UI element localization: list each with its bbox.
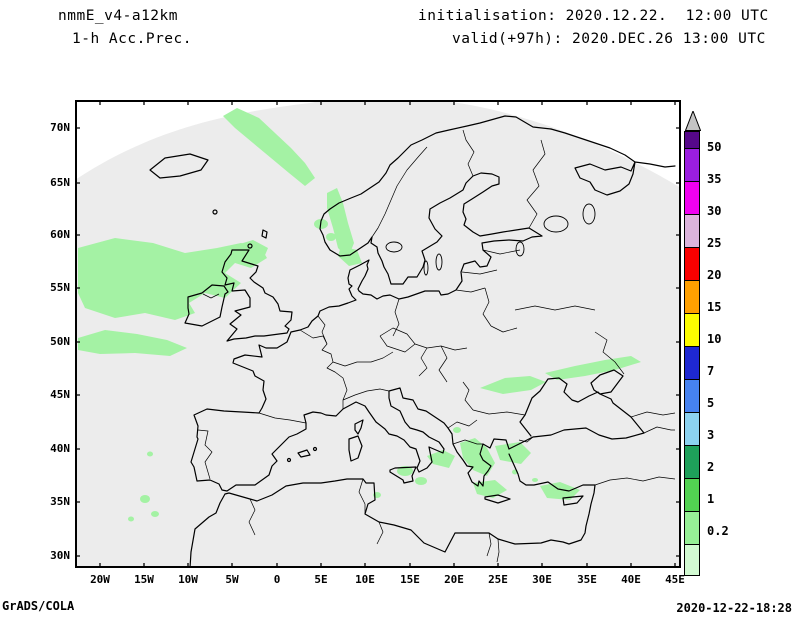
tick-marks [75, 100, 681, 568]
lon-tick-label: 35E [577, 573, 597, 586]
lat-tick-label: 50N [50, 335, 70, 348]
colorbar-label: 1 [707, 492, 715, 506]
lat-tick-label: 70N [50, 121, 70, 134]
map-plot [75, 100, 681, 568]
colorbar-segment [685, 346, 699, 379]
colorbar-label: 0.2 [707, 524, 729, 538]
lat-tick-label: 35N [50, 495, 70, 508]
colorbar-label: 30 [707, 204, 722, 218]
colorbar [684, 111, 702, 576]
lon-tick-label: 0 [273, 573, 281, 586]
lat-tick-label: 60N [50, 228, 70, 241]
lon-tick-label: 15E [400, 573, 420, 586]
country-borders [197, 129, 676, 563]
lon-tick-label: 20W [90, 573, 110, 586]
precip-shading [78, 108, 641, 522]
colorbar-label: 3 [707, 428, 715, 442]
colorbar-segment [685, 214, 699, 247]
lon-tick-label: 10E [355, 573, 375, 586]
colorbar-segment [685, 412, 699, 445]
colorbar-label: 35 [707, 172, 722, 186]
lon-tick-label: 10W [178, 573, 198, 586]
colorbar-label: 7 [707, 364, 715, 378]
lakes [385, 203, 596, 276]
colorbar-label: 10 [707, 332, 722, 346]
lat-tick-label: 65N [50, 176, 70, 189]
map-frame [75, 100, 681, 568]
lon-tick-label: 5W [225, 573, 239, 586]
lon-tick-label: 45E [665, 573, 685, 586]
coastlines [149, 115, 676, 568]
lat-tick-label: 45N [50, 388, 70, 401]
colorbar-segment [685, 511, 699, 544]
colorbar-label: 2 [707, 460, 715, 474]
lon-tick-label: 30E [532, 573, 552, 586]
init-time: initialisation: 2020.12.22. 12:00 UTC [418, 8, 769, 24]
product-name: 1-h Acc.Prec. [72, 31, 192, 47]
colorbar-label: 5 [707, 396, 715, 410]
colorbar-label: 25 [707, 236, 722, 250]
grads-credit: GrADS/COLA [2, 599, 75, 613]
colorbar-scale [684, 131, 700, 576]
colorbar-segment [685, 148, 699, 181]
colorbar-label: 20 [707, 268, 722, 282]
colorbar-segment [685, 478, 699, 511]
colorbar-label: 15 [707, 300, 722, 314]
colorbar-label: 50 [707, 140, 722, 154]
lat-tick-label: 40N [50, 442, 70, 455]
lon-tick-label: 25E [488, 573, 508, 586]
valid-time: valid(+97h): 2020.DEC.26 13:00 UTC [452, 31, 766, 47]
colorbar-segment [685, 379, 699, 412]
colorbar-segment [685, 445, 699, 478]
lon-tick-label: 20E [444, 573, 464, 586]
lat-tick-label: 55N [50, 281, 70, 294]
colorbar-overflow-triangle [685, 111, 701, 131]
colorbar-segment [685, 313, 699, 346]
colorbar-segment [685, 280, 699, 313]
colorbar-segment [685, 132, 699, 148]
colorbar-segment [685, 544, 699, 575]
lon-tick-label: 15W [134, 573, 154, 586]
lon-tick-label: 40E [621, 573, 641, 586]
colorbar-segment [685, 247, 699, 280]
lon-tick-label: 5E [314, 573, 328, 586]
model-name: nmmE_v4-a12km [58, 8, 178, 24]
domain-background [75, 100, 681, 568]
colorbar-segment [685, 181, 699, 214]
lat-tick-label: 30N [50, 549, 70, 562]
created-timestamp: 2020-12-22-18:28 [676, 601, 792, 615]
